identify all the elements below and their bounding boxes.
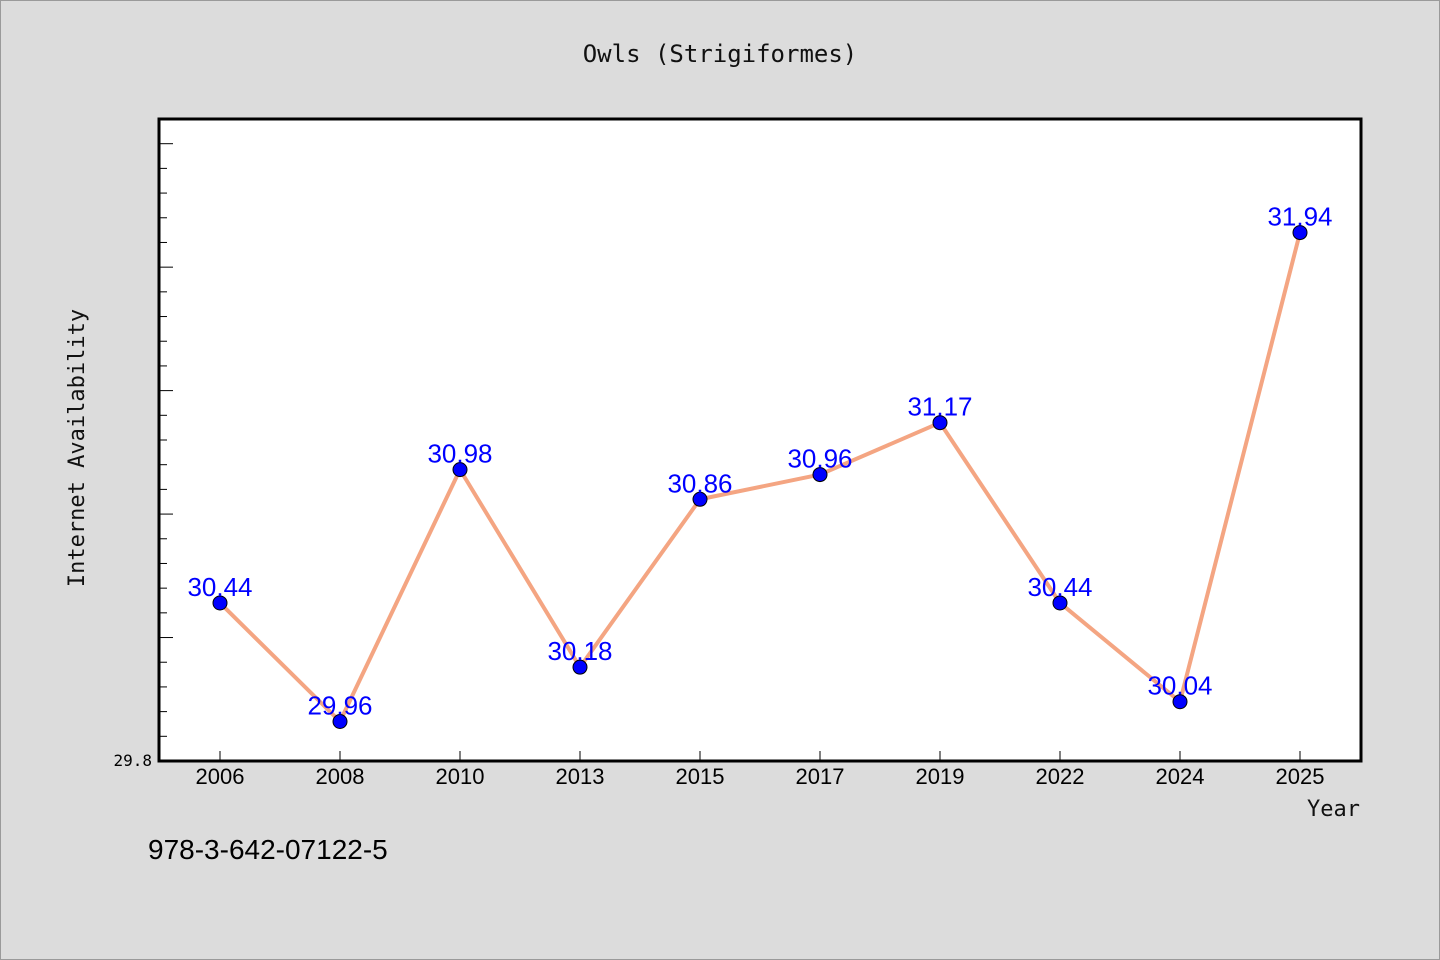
y-axis-title: Internet Availability <box>65 309 90 587</box>
data-label: 30.98 <box>427 439 492 469</box>
chart-title: Owls (Strigiformes) <box>583 40 858 68</box>
data-point <box>452 462 468 478</box>
x-tick-label: 2019 <box>916 764 965 789</box>
data-label: 29.96 <box>307 690 372 720</box>
isbn-text: 978-3-642-07122-5 <box>148 834 388 865</box>
data-point <box>1052 595 1068 611</box>
x-tick-label: 2017 <box>796 764 845 789</box>
data-point <box>212 595 228 611</box>
data-label: 30.18 <box>547 636 612 666</box>
data-label: 30.86 <box>667 468 732 498</box>
data-point <box>692 491 708 507</box>
data-point <box>332 713 348 729</box>
x-tick-label: 2025 <box>1276 764 1325 789</box>
x-tick-label: 2006 <box>196 764 245 789</box>
y-tick-label: 29.8 <box>113 751 152 770</box>
x-tick-label: 2010 <box>436 764 485 789</box>
x-axis-title: Year <box>1307 797 1360 822</box>
y-axis-ticks <box>159 143 173 737</box>
series-line <box>218 232 1302 724</box>
data-label: 30.44 <box>187 572 252 602</box>
x-tick-label: 2013 <box>556 764 605 789</box>
data-point <box>932 415 948 431</box>
series-group: 30.44 29.96 30.98 30.18 30.86 30.96 31.17 30.44… <box>187 202 1333 729</box>
data-label: 31.94 <box>1267 202 1332 232</box>
data-point <box>1292 225 1308 241</box>
x-tick-label: 2015 <box>676 764 725 789</box>
data-label: 30.96 <box>787 444 852 474</box>
data-point <box>572 659 588 675</box>
x-tick-label: 2022 <box>1036 764 1085 789</box>
data-label: 31.17 <box>907 392 972 422</box>
data-point <box>1172 694 1188 710</box>
plot-area <box>157 117 1363 763</box>
x-axis-ticks: 2006 2008 2010 2013 2015 2017 2019 2022 2024 2025 <box>196 751 1325 789</box>
data-point <box>812 467 828 483</box>
x-tick-label: 2008 <box>316 764 365 789</box>
data-label: 30.44 <box>1027 572 1092 602</box>
data-label: 30.04 <box>1147 671 1212 701</box>
x-tick-label: 2024 <box>1156 764 1205 789</box>
